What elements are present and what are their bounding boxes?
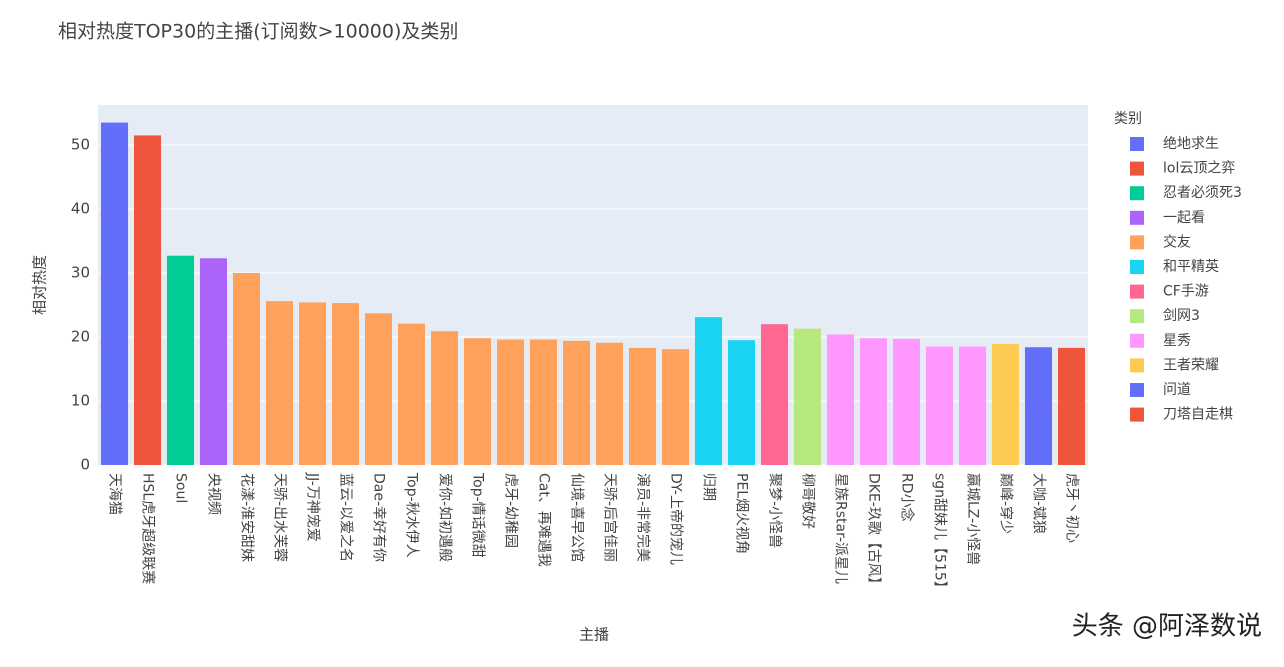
legend-label: 问道 <box>1163 382 1191 398</box>
x-tick-label: DY-上帝的宠儿 <box>668 473 684 565</box>
bar <box>1024 347 1053 465</box>
legend-swatch <box>1130 284 1144 299</box>
legend-swatch <box>1130 137 1144 151</box>
bar <box>364 313 393 465</box>
bar <box>298 302 327 465</box>
legend-swatch <box>1130 235 1144 250</box>
bar <box>595 342 624 465</box>
x-tick-label: 花漾-淮安甜妹 <box>239 473 256 562</box>
y-axis-title: 相对热度 <box>31 255 49 315</box>
bar <box>496 339 525 465</box>
x-tick-label: 蓝云-以爱之名 <box>338 473 354 562</box>
x-tick-label: 星族Rstar-派星儿 <box>833 473 849 584</box>
legend-swatch <box>1130 309 1144 324</box>
y-tick-label: 50 <box>71 136 90 154</box>
x-tick-label: 柳哥敬好 <box>800 473 817 529</box>
bar <box>232 273 261 465</box>
legend-label: 和平精英 <box>1163 258 1219 275</box>
bar <box>892 338 921 465</box>
bar <box>958 346 987 465</box>
y-tick-label: 40 <box>71 200 90 218</box>
bar <box>925 346 954 465</box>
x-tick-label: Dae-幸好有你 <box>371 473 387 562</box>
legend-swatch <box>1130 186 1144 201</box>
y-tick-label: 20 <box>71 328 90 346</box>
bar <box>991 344 1020 465</box>
legend-label: 一起看 <box>1163 210 1205 226</box>
plot-area <box>98 105 1088 465</box>
x-tick-label: JJ-万神宠爱 <box>305 472 321 542</box>
x-tick-label: 天骄-后宫佳丽 <box>602 473 618 562</box>
legend-label: 交友 <box>1163 233 1191 250</box>
bar <box>331 303 360 465</box>
x-tick-label: sgn甜妹儿【515】 <box>932 473 948 595</box>
bar <box>760 324 789 465</box>
x-axis-title: 主播 <box>579 626 609 644</box>
legend-swatch <box>1130 407 1144 422</box>
x-tick-label: 虎牙-幼稚园 <box>503 473 519 548</box>
x-tick-label: 央视频 <box>206 473 222 515</box>
x-tick-label: 巅峰-穿少 <box>998 473 1014 534</box>
bar <box>166 255 195 465</box>
legend-swatch <box>1130 383 1144 397</box>
legend-label: CF手游 <box>1163 284 1209 300</box>
bar <box>661 349 690 465</box>
legend-swatch <box>1130 161 1144 176</box>
x-tick-label: Cat、再难遇我 <box>536 473 552 567</box>
legend-swatch <box>1130 333 1144 348</box>
bar <box>463 338 492 465</box>
bar <box>562 340 591 465</box>
legend-label: 剑网3 <box>1163 308 1200 324</box>
y-tick-label: 10 <box>71 392 90 410</box>
x-tick-label: Soul <box>173 473 189 503</box>
x-tick-label: 归期 <box>701 473 718 501</box>
bar <box>100 122 129 465</box>
legend-title: 类别 <box>1114 111 1142 127</box>
legend-label: 忍者必须死3 <box>1163 185 1242 201</box>
x-tick-label: Top-秋水伊人 <box>404 472 420 558</box>
x-tick-label: PEL烟火视角 <box>734 473 750 554</box>
watermark: 头条 @阿泽数说 <box>1072 612 1262 642</box>
legend-label: 王者荣耀 <box>1163 357 1219 373</box>
bar <box>859 338 888 465</box>
bar <box>793 328 822 465</box>
x-tick-label: 天海猫 <box>107 473 123 515</box>
chart-title: 相对热度TOP30的主播(订阅数>10000)及类别 <box>58 21 458 43</box>
x-tick-label: 大咖-斌狼 <box>1031 473 1047 534</box>
x-tick-label: DKE-玖歌【古风】 <box>866 473 882 591</box>
x-tick-label: 赢城LZ-小怪兽 <box>965 473 982 565</box>
bar <box>694 317 723 465</box>
bar <box>628 347 657 465</box>
bar <box>133 135 162 465</box>
legend-label: 绝地求生 <box>1163 136 1219 152</box>
x-tick-label: 聚梦-小怪兽 <box>767 473 783 548</box>
legend-swatch <box>1130 260 1144 274</box>
bar <box>265 301 294 465</box>
legend-label: 星秀 <box>1163 333 1191 349</box>
x-tick-label: 虎牙丶初心 <box>1064 473 1081 543</box>
bar <box>430 331 459 465</box>
legend-swatch <box>1130 210 1144 225</box>
legend-label: lol云顶之弈 <box>1163 161 1235 177</box>
x-tick-label: RD小念 <box>899 473 916 522</box>
x-tick-label: 演员-非常完美 <box>635 473 651 562</box>
legend-label: 刀塔自走棋 <box>1163 407 1233 423</box>
bar <box>1057 347 1086 465</box>
bar <box>727 340 756 465</box>
bar <box>826 334 855 465</box>
bar <box>199 258 228 465</box>
x-tick-label: 爱你-如初遇般 <box>437 473 454 562</box>
y-tick-label: 30 <box>71 264 90 282</box>
bar <box>529 339 558 465</box>
y-tick-label: 0 <box>80 456 90 474</box>
bar <box>397 323 426 465</box>
x-tick-label: 仙境-喜早公馆 <box>569 473 585 562</box>
legend-swatch <box>1130 358 1144 373</box>
x-tick-label: Top-情话微甜 <box>470 472 486 558</box>
x-tick-label: HSL虎牙超级联赛 <box>140 473 156 584</box>
x-tick-label: 天骄-出水芙蓉 <box>272 473 289 562</box>
